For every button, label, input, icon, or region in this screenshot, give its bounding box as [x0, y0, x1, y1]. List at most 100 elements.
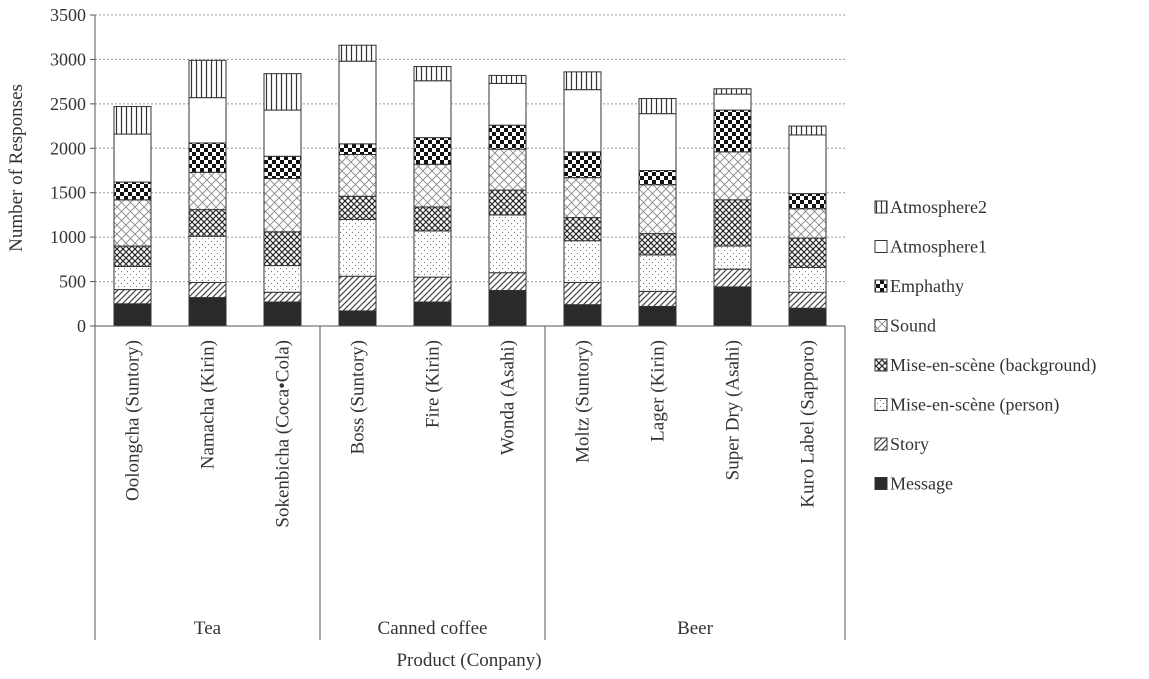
legend: Atmosphere2 Atmosphere1 Emphathy Sound Mise-…	[874, 197, 1096, 494]
bar-segment	[413, 230, 452, 278]
bar-segment	[713, 286, 752, 327]
bar-segment	[113, 289, 152, 305]
x-tick-label: Lager (Kirin)	[648, 340, 669, 442]
bar-segment	[788, 208, 827, 239]
y-tick-label: 3500	[50, 5, 86, 25]
bar-segment	[788, 266, 827, 293]
bar-segment	[413, 301, 452, 327]
bar-segment	[188, 142, 227, 173]
x-tick-label: Sokenbicha (Coca•Cola)	[273, 340, 294, 528]
bar-segment	[188, 209, 227, 237]
group-label: Tea	[194, 618, 222, 639]
bar-segment	[113, 245, 152, 267]
bar-segment	[338, 195, 377, 220]
y-tick-label: 1500	[50, 183, 86, 203]
legend-label: Mise-en-scène (person)	[890, 395, 1059, 416]
bar-segment	[638, 254, 677, 292]
bar-segment	[563, 177, 602, 219]
legend-label: Message	[890, 474, 953, 494]
bar-segment	[263, 109, 302, 157]
bar-segment	[713, 199, 752, 247]
bar-segment	[188, 297, 227, 327]
bar-segment	[788, 134, 827, 195]
bar-segment	[638, 305, 677, 327]
legend-label: Emphathy	[890, 276, 964, 296]
legend-swatch	[874, 477, 888, 490]
bar-segment	[788, 193, 827, 210]
x-tick-label: Wonda (Asahi)	[498, 340, 519, 455]
legend-swatch	[874, 398, 888, 411]
bar-segment	[113, 181, 152, 201]
bar-segment	[638, 98, 677, 115]
bar-segment	[788, 291, 827, 309]
bar-segment	[188, 59, 227, 99]
bar-segment	[413, 66, 452, 82]
bar-segment	[563, 217, 602, 242]
bar-segment	[263, 291, 302, 303]
legend-swatch	[874, 319, 888, 332]
x-tick-label: Namacha (Kirin)	[198, 340, 219, 469]
bar-segment	[563, 89, 602, 153]
x-tick-label: Moltz (Suntory)	[573, 340, 594, 463]
legend-swatch	[874, 240, 888, 253]
bar-segment	[338, 60, 377, 145]
legend-label: Atmosphere1	[890, 237, 987, 257]
x-tick-label: Fire (Kirin)	[423, 340, 444, 428]
bar-segment	[263, 231, 302, 267]
bar-segment	[413, 80, 452, 139]
bar-segment	[488, 82, 527, 126]
bar-segment	[713, 109, 752, 153]
bar-segment	[188, 235, 227, 283]
group-label: Canned coffee	[378, 618, 488, 639]
bar-segment	[713, 93, 752, 111]
x-tick-label: Boss (Suntory)	[348, 340, 369, 455]
bar-segment	[263, 265, 302, 293]
bar-segment	[488, 289, 527, 327]
group-label: Beer	[677, 618, 714, 639]
bar-segment	[263, 177, 302, 233]
legend-swatch	[874, 200, 888, 214]
bar-segment	[713, 268, 752, 288]
x-tick-label: Kuro Label (Sapporo)	[798, 340, 819, 508]
bar-segment	[713, 151, 752, 201]
bar-segment	[488, 189, 527, 216]
legend-label: Story	[890, 434, 929, 454]
bar-segment	[113, 303, 152, 327]
legend-label: Mise-en-scène (background)	[890, 355, 1096, 376]
bar-segment	[263, 155, 302, 179]
bar-segment	[788, 125, 827, 136]
bar-segment	[638, 184, 677, 235]
y-tick-label: 2000	[50, 138, 86, 158]
bar-segment	[338, 218, 377, 277]
legend-label: Sound	[890, 316, 936, 336]
bar-segment	[188, 281, 227, 299]
bars	[113, 44, 827, 327]
legend-swatch	[874, 279, 888, 293]
legend-swatch	[874, 358, 888, 372]
x-tick-label: Oolongcha (Suntory)	[123, 340, 144, 501]
bar-segment	[488, 74, 527, 84]
bar-segment	[413, 206, 452, 232]
x-axis-title: Product (Conpany)	[396, 650, 541, 671]
bar-segment	[338, 310, 377, 327]
y-axis-title: Number of Responses	[6, 84, 27, 252]
legend-swatch	[874, 437, 888, 451]
y-tick-label: 1000	[50, 227, 86, 247]
y-tick-label: 0	[77, 316, 86, 336]
bar-segment	[113, 265, 152, 291]
bar-segment	[638, 170, 677, 186]
y-tick-label: 500	[59, 272, 86, 292]
bar-segment	[413, 137, 452, 165]
bar-segment	[113, 133, 152, 183]
bar-segment	[413, 163, 452, 208]
legend-label: Atmosphere2	[890, 197, 987, 217]
bar-segment	[788, 237, 827, 268]
bar-segment	[413, 276, 452, 303]
bar-segment	[263, 301, 302, 327]
x-axis: Tea Canned coffee Beer Oolongcha (Suntory) N…	[94, 325, 846, 640]
bar-segment	[488, 148, 527, 191]
bar-segment	[488, 124, 527, 150]
bar-segment	[713, 245, 752, 270]
bar-segment	[638, 113, 677, 172]
bar-segment	[338, 44, 377, 62]
